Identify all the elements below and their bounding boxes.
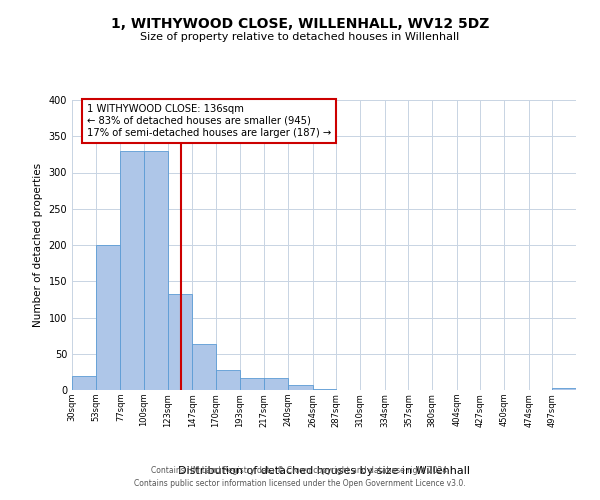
Bar	[313, 388, 337, 390]
Text: Size of property relative to detached houses in Willenhall: Size of property relative to detached ho…	[140, 32, 460, 42]
Bar	[167, 294, 193, 390]
Text: 1 WITHYWOOD CLOSE: 136sqm
← 83% of detached houses are smaller (945)
17% of semi: 1 WITHYWOOD CLOSE: 136sqm ← 83% of detac…	[87, 104, 331, 138]
Text: Contains HM Land Registry data © Crown copyright and database right 2024.
Contai: Contains HM Land Registry data © Crown c…	[134, 466, 466, 487]
Bar	[193, 344, 216, 390]
Text: 1, WITHYWOOD CLOSE, WILLENHALL, WV12 5DZ: 1, WITHYWOOD CLOSE, WILLENHALL, WV12 5DZ	[111, 18, 489, 32]
Bar	[553, 388, 576, 390]
Bar	[95, 245, 121, 390]
Bar	[265, 378, 288, 390]
Bar	[288, 385, 313, 390]
Y-axis label: Number of detached properties: Number of detached properties	[33, 163, 43, 327]
Bar	[239, 378, 265, 390]
Bar	[72, 376, 95, 390]
Bar	[144, 151, 167, 390]
Bar	[216, 370, 239, 390]
X-axis label: Distribution of detached houses by size in Willenhall: Distribution of detached houses by size …	[178, 466, 470, 475]
Bar	[121, 151, 144, 390]
